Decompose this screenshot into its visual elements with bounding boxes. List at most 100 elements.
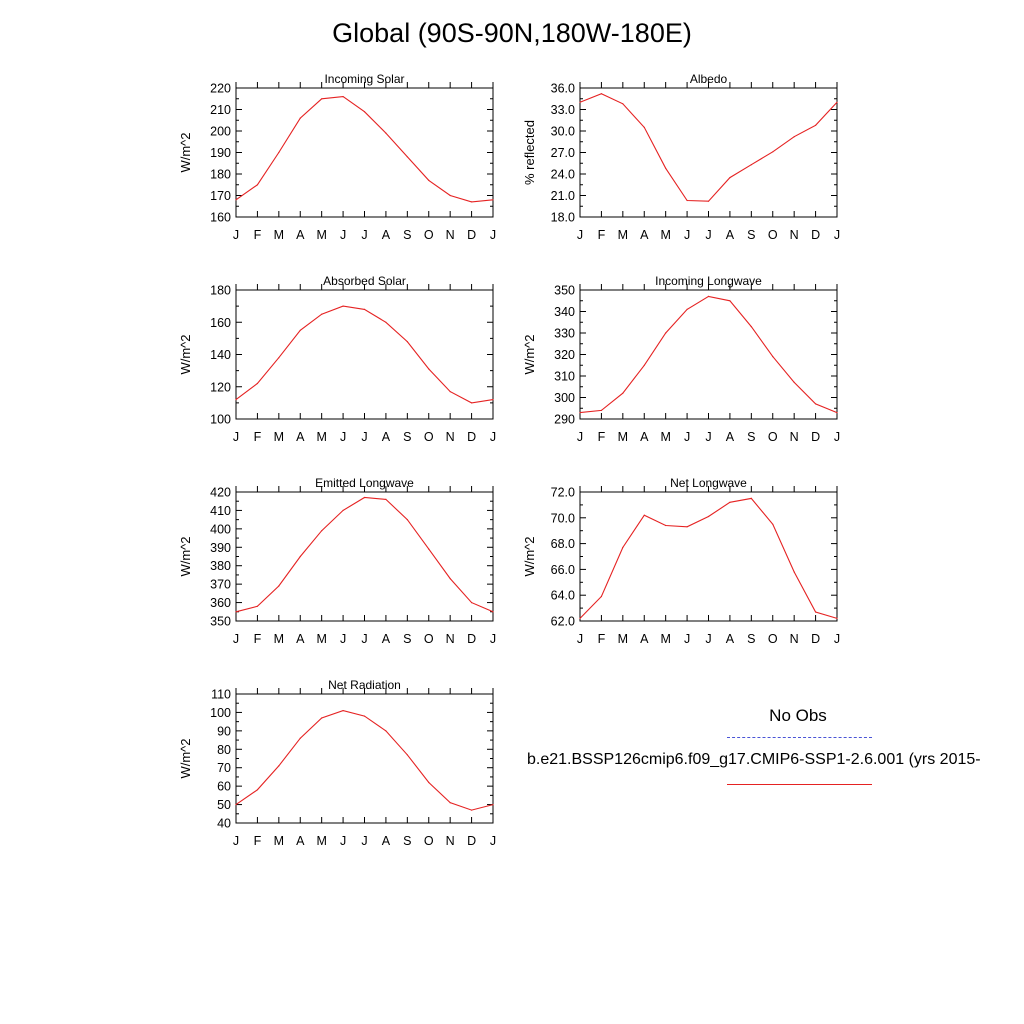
data-point: [836, 617, 838, 620]
y-axis-label: W/m^2: [522, 536, 537, 576]
y-tick-label: 180: [210, 284, 231, 298]
y-tick-label: 40: [217, 817, 231, 831]
x-tick-label: M: [316, 228, 326, 242]
data-point: [750, 326, 752, 328]
x-tick-label: M: [316, 834, 326, 848]
data-point: [256, 382, 258, 385]
data-point: [299, 329, 301, 331]
y-axis-label: W/m^2: [178, 536, 193, 576]
x-tick-label: M: [316, 430, 326, 444]
x-tick-label: J: [233, 430, 239, 444]
data-point: [342, 305, 344, 307]
y-axis-label: W/m^2: [178, 738, 193, 778]
x-tick-label: A: [640, 430, 649, 444]
y-tick-label: 21.0: [551, 189, 575, 203]
data-point: [299, 117, 301, 119]
y-tick-label: 27.0: [551, 146, 575, 160]
x-tick-label: M: [660, 632, 670, 646]
x-tick-label: J: [490, 834, 496, 848]
page-title: Global (90S-90N,180W-180E): [332, 18, 692, 48]
x-tick-label: O: [424, 834, 434, 848]
data-point: [449, 391, 451, 393]
panel-title: Net Longwave: [670, 476, 747, 490]
data-point: [600, 93, 603, 95]
data-point: [622, 103, 624, 105]
data-point: [643, 514, 645, 516]
x-tick-label: N: [446, 228, 455, 242]
y-tick-label: 320: [554, 348, 575, 362]
panel-net-longwave: Net Longwave W/m^2 62.0 64.0 66.0 68.0 70.0 72.…: [522, 476, 840, 646]
data-point: [278, 765, 280, 767]
series-line: [579, 295, 838, 414]
x-tick-label: J: [577, 228, 583, 242]
data-point: [471, 201, 473, 203]
y-tick-label: 200: [210, 125, 231, 139]
x-tick-label: J: [490, 430, 496, 444]
x-tick-label: J: [684, 632, 690, 646]
data-point: [363, 308, 366, 310]
data-point: [707, 515, 710, 518]
data-point: [707, 200, 710, 202]
y-tick-label: 100: [210, 706, 231, 720]
y-tick-label: 410: [210, 504, 231, 518]
data-point: [665, 524, 667, 527]
data-point: [321, 530, 323, 532]
plot-frame: [579, 87, 838, 218]
data-point: [579, 617, 581, 620]
y-tick-label: 370: [210, 578, 231, 592]
x-tick-label: F: [598, 430, 606, 444]
x-tick-label: A: [296, 834, 305, 848]
y-tick-label: 18.0: [551, 211, 575, 225]
x-tick-label: M: [660, 430, 670, 444]
data-point: [363, 715, 366, 717]
y-tick-label: 210: [210, 103, 231, 117]
data-point: [793, 571, 795, 573]
plot-frame: [235, 491, 494, 622]
y-tick-label: 350: [210, 615, 231, 629]
data-point: [342, 509, 344, 511]
y-tick-label: 80: [217, 743, 231, 757]
x-tick-label: A: [296, 430, 305, 444]
x-tick-label: J: [490, 632, 496, 646]
x-tick-label: M: [618, 430, 628, 444]
data-point: [363, 111, 366, 113]
y-tick-label: 90: [217, 724, 231, 738]
x-tick-label: D: [467, 228, 476, 242]
data-point: [385, 730, 387, 732]
data-point: [385, 321, 387, 323]
x-tick-label: J: [340, 430, 346, 444]
x-tick-label: M: [274, 228, 284, 242]
data-point: [406, 341, 408, 343]
x-tick-label: J: [340, 632, 346, 646]
y-tick-label: 66.0: [551, 563, 575, 577]
x-tick-label: A: [296, 228, 305, 242]
x-tick-label: J: [361, 228, 367, 242]
y-tick-label: 160: [210, 211, 231, 225]
x-tick-label: S: [403, 228, 411, 242]
series-line: [579, 93, 838, 202]
data-point: [665, 167, 667, 169]
y-tick-label: 300: [554, 391, 575, 405]
x-tick-label: S: [747, 430, 755, 444]
x-tick-label: O: [768, 430, 778, 444]
x-tick-label: N: [790, 632, 799, 646]
x-tick-label: A: [382, 834, 391, 848]
y-tick-label: 400: [210, 522, 231, 536]
y-tick-label: 33.0: [551, 103, 575, 117]
y-tick-label: 120: [210, 380, 231, 394]
series-line: [235, 496, 494, 613]
data-point: [815, 403, 817, 405]
panel-title: Albedo: [690, 72, 728, 86]
x-tick-label: J: [233, 228, 239, 242]
data-point: [729, 300, 731, 302]
x-tick-label: N: [790, 228, 799, 242]
x-tick-label: J: [834, 430, 840, 444]
x-tick-label: J: [340, 834, 346, 848]
x-tick-label: S: [747, 228, 755, 242]
data-point: [622, 392, 624, 394]
series-line: [235, 96, 494, 203]
data-point: [449, 578, 451, 580]
x-tick-label: M: [274, 834, 284, 848]
y-tick-label: 390: [210, 541, 231, 555]
